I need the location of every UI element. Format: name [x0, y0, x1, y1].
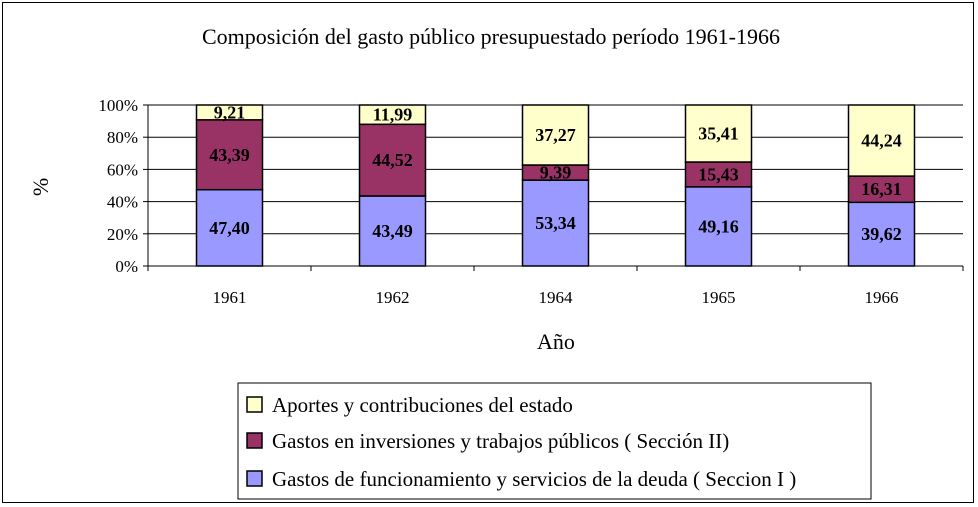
bar-segment: [358, 104, 427, 126]
bar-segment: [521, 104, 590, 166]
data-label: 37,27: [535, 125, 576, 145]
data-label: 47,40: [209, 218, 250, 238]
legend-label: Aportes y contribuciones del estado: [272, 393, 573, 417]
data-label: 39,62: [861, 224, 902, 244]
y-tick-label: 40%: [107, 193, 138, 212]
legend: Aportes y contribuciones del estado Gasto…: [237, 382, 872, 500]
data-label: 43,39: [209, 145, 250, 165]
legend-swatch: [246, 396, 263, 413]
x-tick-label: 1961: [213, 288, 247, 307]
data-label: 53,34: [535, 213, 576, 233]
y-tick-label: 100%: [98, 96, 138, 115]
y-tick-label: 80%: [107, 128, 138, 147]
y-tick-label: 20%: [107, 225, 138, 244]
bar-segment: [195, 104, 264, 121]
x-tick-label: 1966: [865, 288, 899, 307]
chart-title: Composición del gasto público presupuest…: [202, 24, 780, 49]
legend-label: Gastos de funcionamiento y servicios de …: [272, 467, 796, 491]
y-tick-label: 60%: [107, 160, 138, 179]
legend-swatch: [246, 470, 263, 487]
bar-segment: [195, 119, 264, 191]
legend-label: Gastos en inversiones y trabajos público…: [272, 429, 729, 453]
bar-segment: [684, 161, 753, 188]
data-label: 9,21: [214, 102, 246, 122]
data-label: 44,52: [372, 150, 413, 170]
axes: 0% 20% 40% 60% 80% 100% 1961 1962 1964 1965 1966: [98, 96, 964, 307]
x-tick-label: 1962: [376, 288, 410, 307]
data-label: 15,43: [698, 164, 739, 184]
x-tick-label: 1964: [539, 288, 574, 307]
legend-swatch: [246, 432, 263, 449]
data-label: 43,49: [372, 221, 413, 241]
data-label: 44,24: [861, 131, 902, 151]
x-axis-title: Año: [537, 329, 575, 354]
y-tick-label: 0%: [115, 257, 138, 276]
bar-segment: [684, 104, 753, 163]
data-label: 35,41: [698, 124, 739, 144]
data-label: 16,31: [861, 179, 902, 199]
y-axis-title: %: [28, 178, 53, 196]
bars: 47,40 43,39 9,21 43,49 44,52 11,99 53,34 9,39 37…: [195, 102, 916, 267]
data-label: 9,39: [540, 163, 572, 183]
data-label: 49,16: [698, 216, 739, 236]
x-tick-label: 1965: [702, 288, 736, 307]
legend-box: [237, 382, 872, 500]
data-label: 11,99: [373, 105, 413, 125]
bar-segment: [847, 104, 916, 177]
